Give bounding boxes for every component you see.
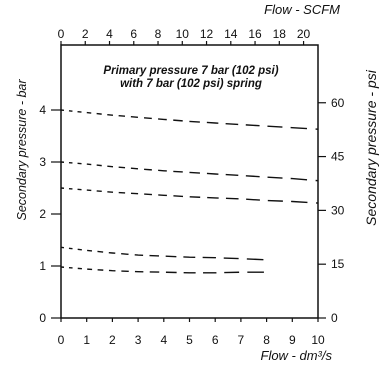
x2-tick-label-9: 18 [273, 27, 287, 41]
x2-tick-label-1: 2 [82, 27, 89, 41]
x2-tick-label-2: 4 [106, 27, 113, 41]
x2-tick-label-7: 14 [224, 27, 238, 41]
series-1-line [60, 109, 319, 130]
x-tick-label-6: 6 [212, 333, 219, 347]
series-5-line [60, 266, 267, 274]
annotation-line-2: with 7 bar (102 psi) spring [120, 78, 262, 90]
y-tick-label-2: 2 [39, 207, 46, 221]
y-tick-label-3: 3 [39, 155, 46, 169]
y-tick-label-0: 0 [39, 311, 46, 325]
x-tick-label-7: 7 [238, 333, 245, 347]
y2-tick-label-1: 15 [331, 257, 345, 271]
x2-tick-label-8: 16 [248, 27, 262, 41]
y-tick-label-4: 4 [39, 103, 46, 117]
axis-ticks: 0 1 2 3 4 5 6 7 8 9 100 2 4 6 8 10 12 14 16 18 2001234015304… [39, 27, 344, 347]
x-tick-label-4: 4 [160, 333, 167, 347]
y-axis-label: Secondary pressure - bar [15, 79, 29, 221]
x-tick-label-2: 2 [109, 333, 116, 347]
x-tick-label-8: 8 [263, 333, 270, 347]
x2-tick-label-10: 20 [297, 27, 311, 41]
series-3-line [60, 187, 319, 204]
annotation-line-1: Primary pressure 7 bar (102 psi) [103, 65, 278, 77]
x-axis-label: Flow - dm³/s [261, 348, 333, 363]
y2-tick-label-2: 30 [331, 203, 345, 217]
x-tick-label-5: 5 [186, 333, 193, 347]
x-tick-label-10: 10 [311, 333, 325, 347]
x-tick-label-3: 3 [135, 333, 142, 347]
series-2-line [60, 161, 319, 182]
y-tick-label-1: 1 [39, 259, 46, 273]
x-tick-label-9: 9 [289, 333, 296, 347]
x2-tick-label-4: 8 [155, 27, 162, 41]
series-group [60, 109, 319, 274]
x2-axis-label: Flow - SCFM [264, 2, 340, 17]
x2-tick-label-0: 0 [58, 27, 65, 41]
y2-axis-label: Secondary pressure - psi [363, 69, 379, 226]
x2-tick-label-3: 6 [130, 27, 137, 41]
x2-tick-label-5: 10 [176, 27, 190, 41]
x2-tick-label-6: 12 [200, 27, 214, 41]
y2-tick-label-3: 45 [331, 150, 345, 164]
x-tick-label-0: 0 [58, 333, 65, 347]
y2-tick-label-4: 60 [331, 96, 345, 110]
series-4-line [60, 246, 267, 261]
y2-tick-label-0: 0 [331, 311, 338, 325]
x-tick-label-1: 1 [83, 333, 90, 347]
